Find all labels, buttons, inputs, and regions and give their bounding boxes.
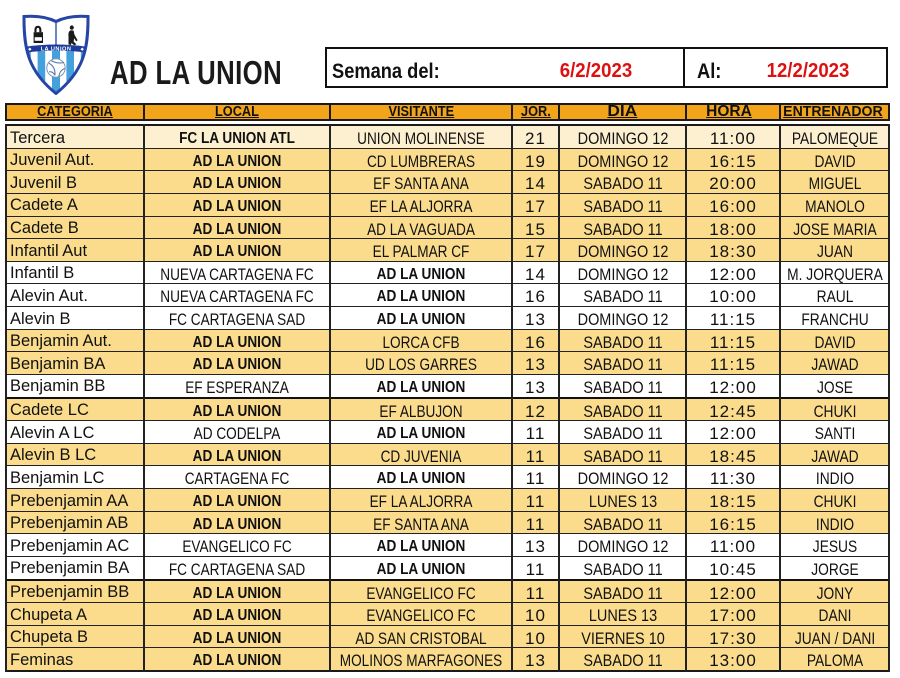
svg-text:LA UNION: LA UNION [41, 46, 72, 52]
